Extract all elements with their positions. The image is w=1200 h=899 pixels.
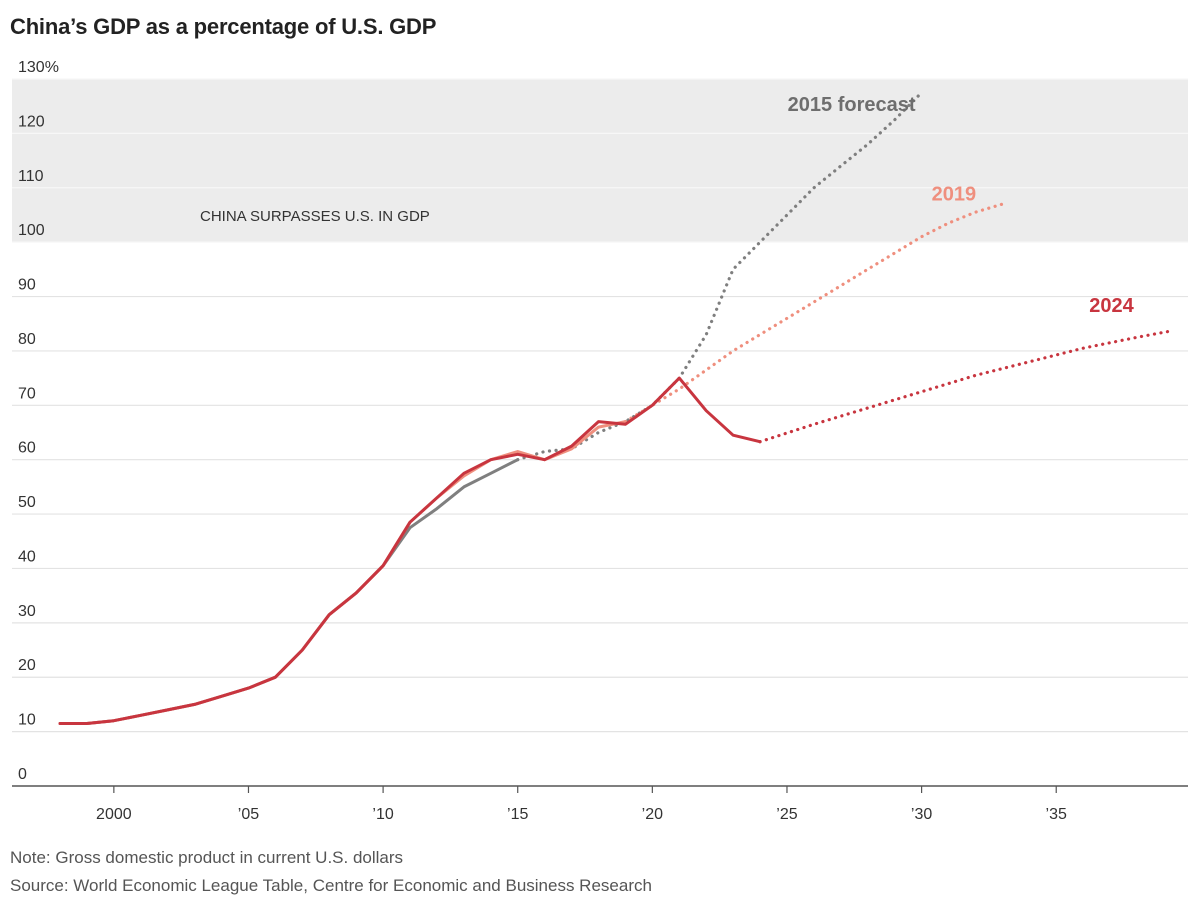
y-tick-label: 90 xyxy=(18,277,36,294)
x-tick-label: ’30 xyxy=(911,806,932,823)
series-2024-forecast xyxy=(758,329,1174,444)
chart-source: Source: World Economic League Table, Cen… xyxy=(10,876,652,895)
y-tick-label: 80 xyxy=(18,331,36,348)
y-tick-label: 70 xyxy=(18,385,36,402)
series-labels: 2015 forecast 2019 2024 xyxy=(788,94,1135,317)
chart-title: China’s GDP as a percentage of U.S. GDP xyxy=(10,14,437,39)
y-tick-label: 20 xyxy=(18,657,36,674)
series-2015-forecast-actual xyxy=(58,458,520,725)
series-2019-forecast xyxy=(623,202,1004,424)
y-tick-label: 30 xyxy=(18,603,36,620)
series-label-2019: 2019 xyxy=(932,184,977,206)
x-tick-label: 2000 xyxy=(96,806,132,823)
x-tick-label: ’05 xyxy=(238,806,259,823)
y-tick-label: 110 xyxy=(18,168,44,185)
series-2019-actual xyxy=(58,420,627,725)
x-axis: 2000 ’05 ’10 ’15 ’20 ’25 ’30 ’35 xyxy=(12,785,1188,823)
y-tick-label: 0 xyxy=(18,766,27,783)
x-tick-label: ’25 xyxy=(776,806,797,823)
y-tick-label: 100 xyxy=(18,222,45,239)
y-tick-label: 40 xyxy=(18,548,36,565)
gridlines xyxy=(12,78,1188,733)
shaded-region xyxy=(12,79,1188,243)
y-tick-label: 50 xyxy=(18,494,36,511)
series-label-2024: 2024 xyxy=(1089,295,1134,317)
shaded-region-label: CHINA SURPASSES U.S. IN GDP xyxy=(200,208,430,225)
x-tick-label: ’20 xyxy=(642,806,663,823)
y-tick-label: 130% xyxy=(18,59,59,76)
x-tick-label: ’10 xyxy=(372,806,393,823)
y-tick-label: 10 xyxy=(18,712,36,729)
y-tick-label: 120 xyxy=(18,113,45,130)
series-lines xyxy=(58,91,1174,725)
x-tick-label: ’35 xyxy=(1046,806,1067,823)
chart-note: Note: Gross domestic product in current … xyxy=(10,848,404,867)
series-2015-forecast-forecast xyxy=(516,91,924,462)
plot-background: CHINA SURPASSES U.S. IN GDP xyxy=(12,79,1188,243)
y-axis: 0 10 20 30 40 50 60 70 80 90 100 110 120 130% xyxy=(18,59,59,783)
series-2024-actual xyxy=(58,376,762,725)
y-tick-label: 60 xyxy=(18,440,36,457)
x-tick-label: ’15 xyxy=(507,806,528,823)
series-label-2015-forecast: 2015 forecast xyxy=(788,94,916,116)
